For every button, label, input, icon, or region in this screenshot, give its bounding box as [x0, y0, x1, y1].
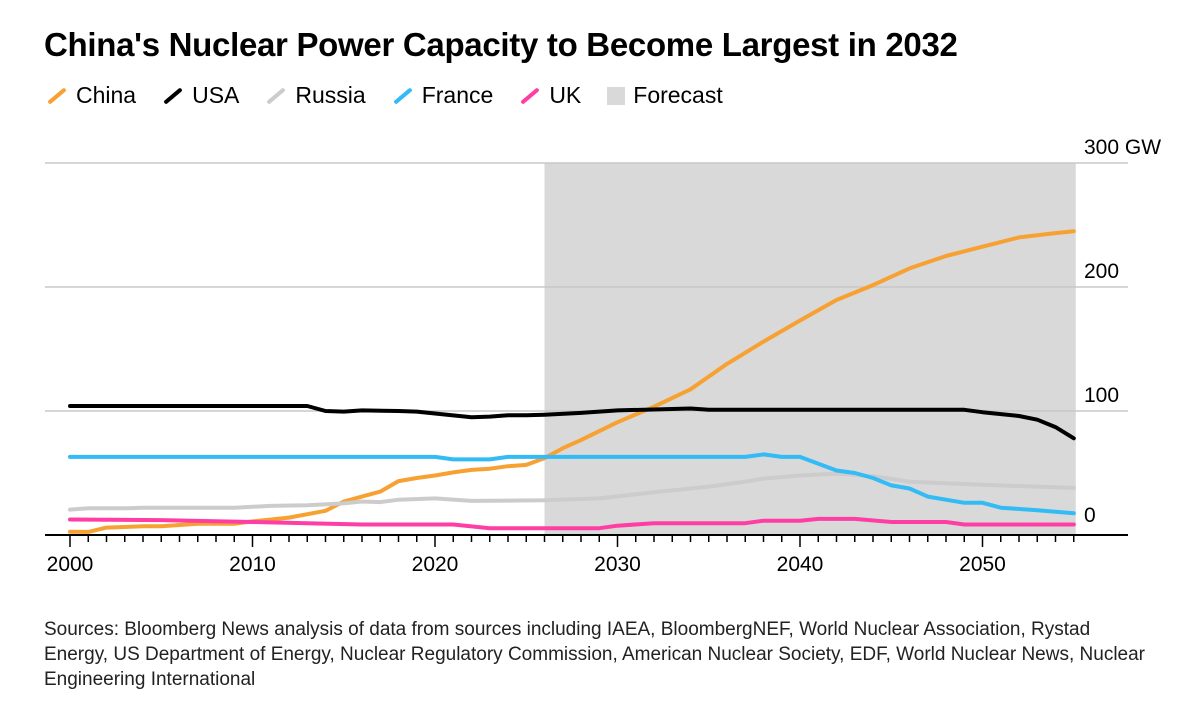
- legend-item-forecast: Forecast: [607, 82, 723, 109]
- x-tick-label: 2010: [229, 553, 276, 576]
- legend: China USA Russia France UK Forecast: [46, 82, 723, 109]
- series-line-usa: [68, 404, 1076, 441]
- y-tick-label: 300 GW: [1084, 136, 1161, 159]
- y-tick-label: 0: [1084, 504, 1096, 527]
- legend-label: Forecast: [633, 82, 723, 108]
- legend-item-china: China: [46, 82, 136, 109]
- x-tick-label: 2050: [959, 553, 1006, 576]
- x-tick-label: 2000: [47, 553, 94, 576]
- forecast-band: [544, 163, 1076, 535]
- y-tick-label: 200: [1084, 260, 1119, 283]
- sources-note: Sources: Bloomberg News analysis of data…: [44, 619, 1145, 690]
- legend-label: France: [421, 82, 494, 108]
- series-line-france: [68, 452, 1076, 516]
- legend-label: USA: [192, 82, 240, 108]
- x-tick-label: 2030: [594, 553, 641, 576]
- legend-label: China: [76, 82, 137, 108]
- x-tick-label: 2040: [777, 553, 824, 576]
- legend-item-uk: UK: [519, 82, 581, 109]
- legend-item-france: France: [392, 82, 494, 109]
- legend-item-usa: USA: [162, 82, 239, 109]
- y-tick-label: 100: [1084, 384, 1119, 407]
- legend-label: UK: [549, 82, 582, 108]
- legend-item-russia: Russia: [265, 82, 366, 109]
- x-tick-label: 2020: [412, 553, 459, 576]
- chart-title: China's Nuclear Power Capacity to Become…: [44, 26, 958, 63]
- legend-swatch: [607, 86, 626, 105]
- legend-label: Russia: [295, 82, 366, 108]
- series-line-russia: [68, 471, 1076, 512]
- series-line-uk: [68, 516, 1076, 531]
